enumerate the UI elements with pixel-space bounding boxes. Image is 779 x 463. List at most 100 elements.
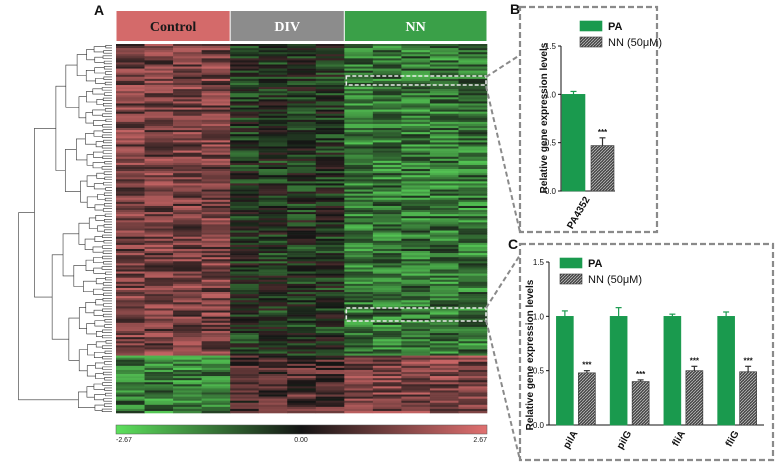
heatmap-cell [315, 308, 345, 311]
heatmap-cell [173, 277, 202, 281]
heatmap-cell [201, 154, 231, 158]
heatmap-cell [287, 396, 317, 399]
heatmap-cell [458, 197, 488, 201]
heatmap-cell [116, 226, 145, 229]
legend-label-pa: PA [608, 21, 623, 33]
heatmap-cell [287, 64, 317, 67]
heatmap-cell [287, 62, 317, 65]
heatmap-cell [116, 384, 145, 387]
heatmap-cell [230, 331, 259, 334]
heatmap-cell [458, 115, 488, 119]
heatmap-cell [315, 398, 345, 401]
heatmap-cell [401, 404, 431, 408]
heatmap-cell [116, 203, 145, 207]
heatmap-cell [401, 220, 431, 223]
heatmap-cell [372, 78, 402, 82]
heatmap-cell [344, 369, 374, 373]
heatmap-cell [401, 76, 431, 80]
colorbar-mid-label: 0.00 [294, 437, 308, 444]
heatmap-cell [344, 44, 374, 47]
heatmap-cell [258, 246, 288, 250]
heatmap-cell [258, 148, 288, 151]
heatmap-cell [315, 306, 345, 309]
heatmap-cell [372, 169, 402, 172]
heatmap-cell [116, 232, 145, 235]
heatmap-cell [401, 66, 431, 69]
heatmap-cell [173, 60, 202, 63]
heatmap-cell [344, 349, 374, 352]
heatmap-cell [344, 312, 374, 315]
connector-b-top [485, 54, 521, 78]
heatmap-cell [315, 60, 345, 63]
heatmap-cell [173, 93, 202, 96]
heatmap-cell [429, 267, 459, 270]
heatmap-cell [173, 308, 202, 311]
heatmap-cell [116, 95, 145, 98]
heatmap-cell [144, 242, 174, 246]
heatmap-cell [201, 271, 231, 274]
heatmap-cell [144, 89, 174, 92]
heatmap-cell [458, 353, 488, 356]
heatmap-cell [458, 107, 488, 110]
heatmap-cell [458, 374, 488, 377]
heatmap-cell [201, 183, 231, 186]
heatmap-cell [372, 394, 402, 397]
dendrogram-link [102, 245, 112, 249]
heatmap-cell [116, 218, 145, 221]
heatmap-cell [258, 76, 288, 80]
significance-marker: *** [690, 356, 700, 365]
heatmap-cell [258, 374, 288, 377]
heatmap-cell [201, 230, 231, 233]
heatmap-cell [173, 390, 202, 393]
heatmap-cell [201, 119, 231, 123]
heatmap-cell [344, 156, 374, 160]
legend-label-nn: NN (50μM) [608, 37, 662, 49]
heatmap-cell [315, 236, 345, 240]
heatmap-cell [458, 273, 488, 276]
heatmap-cell [116, 372, 145, 375]
heatmap-cell [287, 269, 317, 272]
heatmap-cell [230, 154, 259, 158]
heatmap-cell [116, 316, 145, 319]
heatmap-cell [201, 312, 231, 315]
heatmap-cell [429, 253, 459, 256]
heatmap-cell [116, 48, 145, 51]
heatmap-cell [201, 214, 231, 217]
heatmap-cell [258, 361, 288, 365]
heatmap-cell [344, 376, 374, 379]
heatmap-cell [258, 183, 288, 186]
heatmap-cell [315, 326, 345, 330]
heatmap-cell [401, 372, 431, 375]
heatmap-cell [315, 154, 345, 158]
heatmap-cell [429, 121, 459, 125]
heatmap-cell [258, 222, 288, 225]
heatmap-cell [173, 320, 202, 324]
heatmap-cell [144, 191, 174, 194]
heatmap-cell [401, 185, 431, 188]
heatmap-cell [372, 144, 402, 147]
heatmap-cell [401, 343, 431, 346]
heatmap-cell [287, 404, 317, 408]
heatmap-cell [344, 402, 374, 406]
heatmap-cell [287, 128, 317, 131]
heatmap-cell [173, 162, 202, 166]
heatmap-cell [201, 310, 231, 313]
heatmap-cell [144, 365, 174, 369]
heatmap-cell [372, 392, 402, 395]
heatmap-cell [458, 267, 488, 270]
heatmap-cell [372, 300, 402, 303]
heatmap-cell [429, 265, 459, 268]
heatmap-cell [344, 218, 374, 221]
heatmap-cell [173, 267, 202, 270]
heatmap-cell [458, 285, 488, 289]
heatmap-cell [372, 376, 402, 379]
y-tick-label: 1.5 [545, 42, 557, 51]
heatmap-cell [315, 402, 345, 406]
heatmap-cell [258, 60, 288, 63]
heatmap-cell [315, 93, 345, 96]
heatmap-cell [258, 123, 288, 127]
heatmap-cell [258, 46, 288, 49]
heatmap-cell [372, 261, 402, 264]
heatmap-cell [173, 222, 202, 225]
panel-label-c: C [508, 236, 518, 252]
